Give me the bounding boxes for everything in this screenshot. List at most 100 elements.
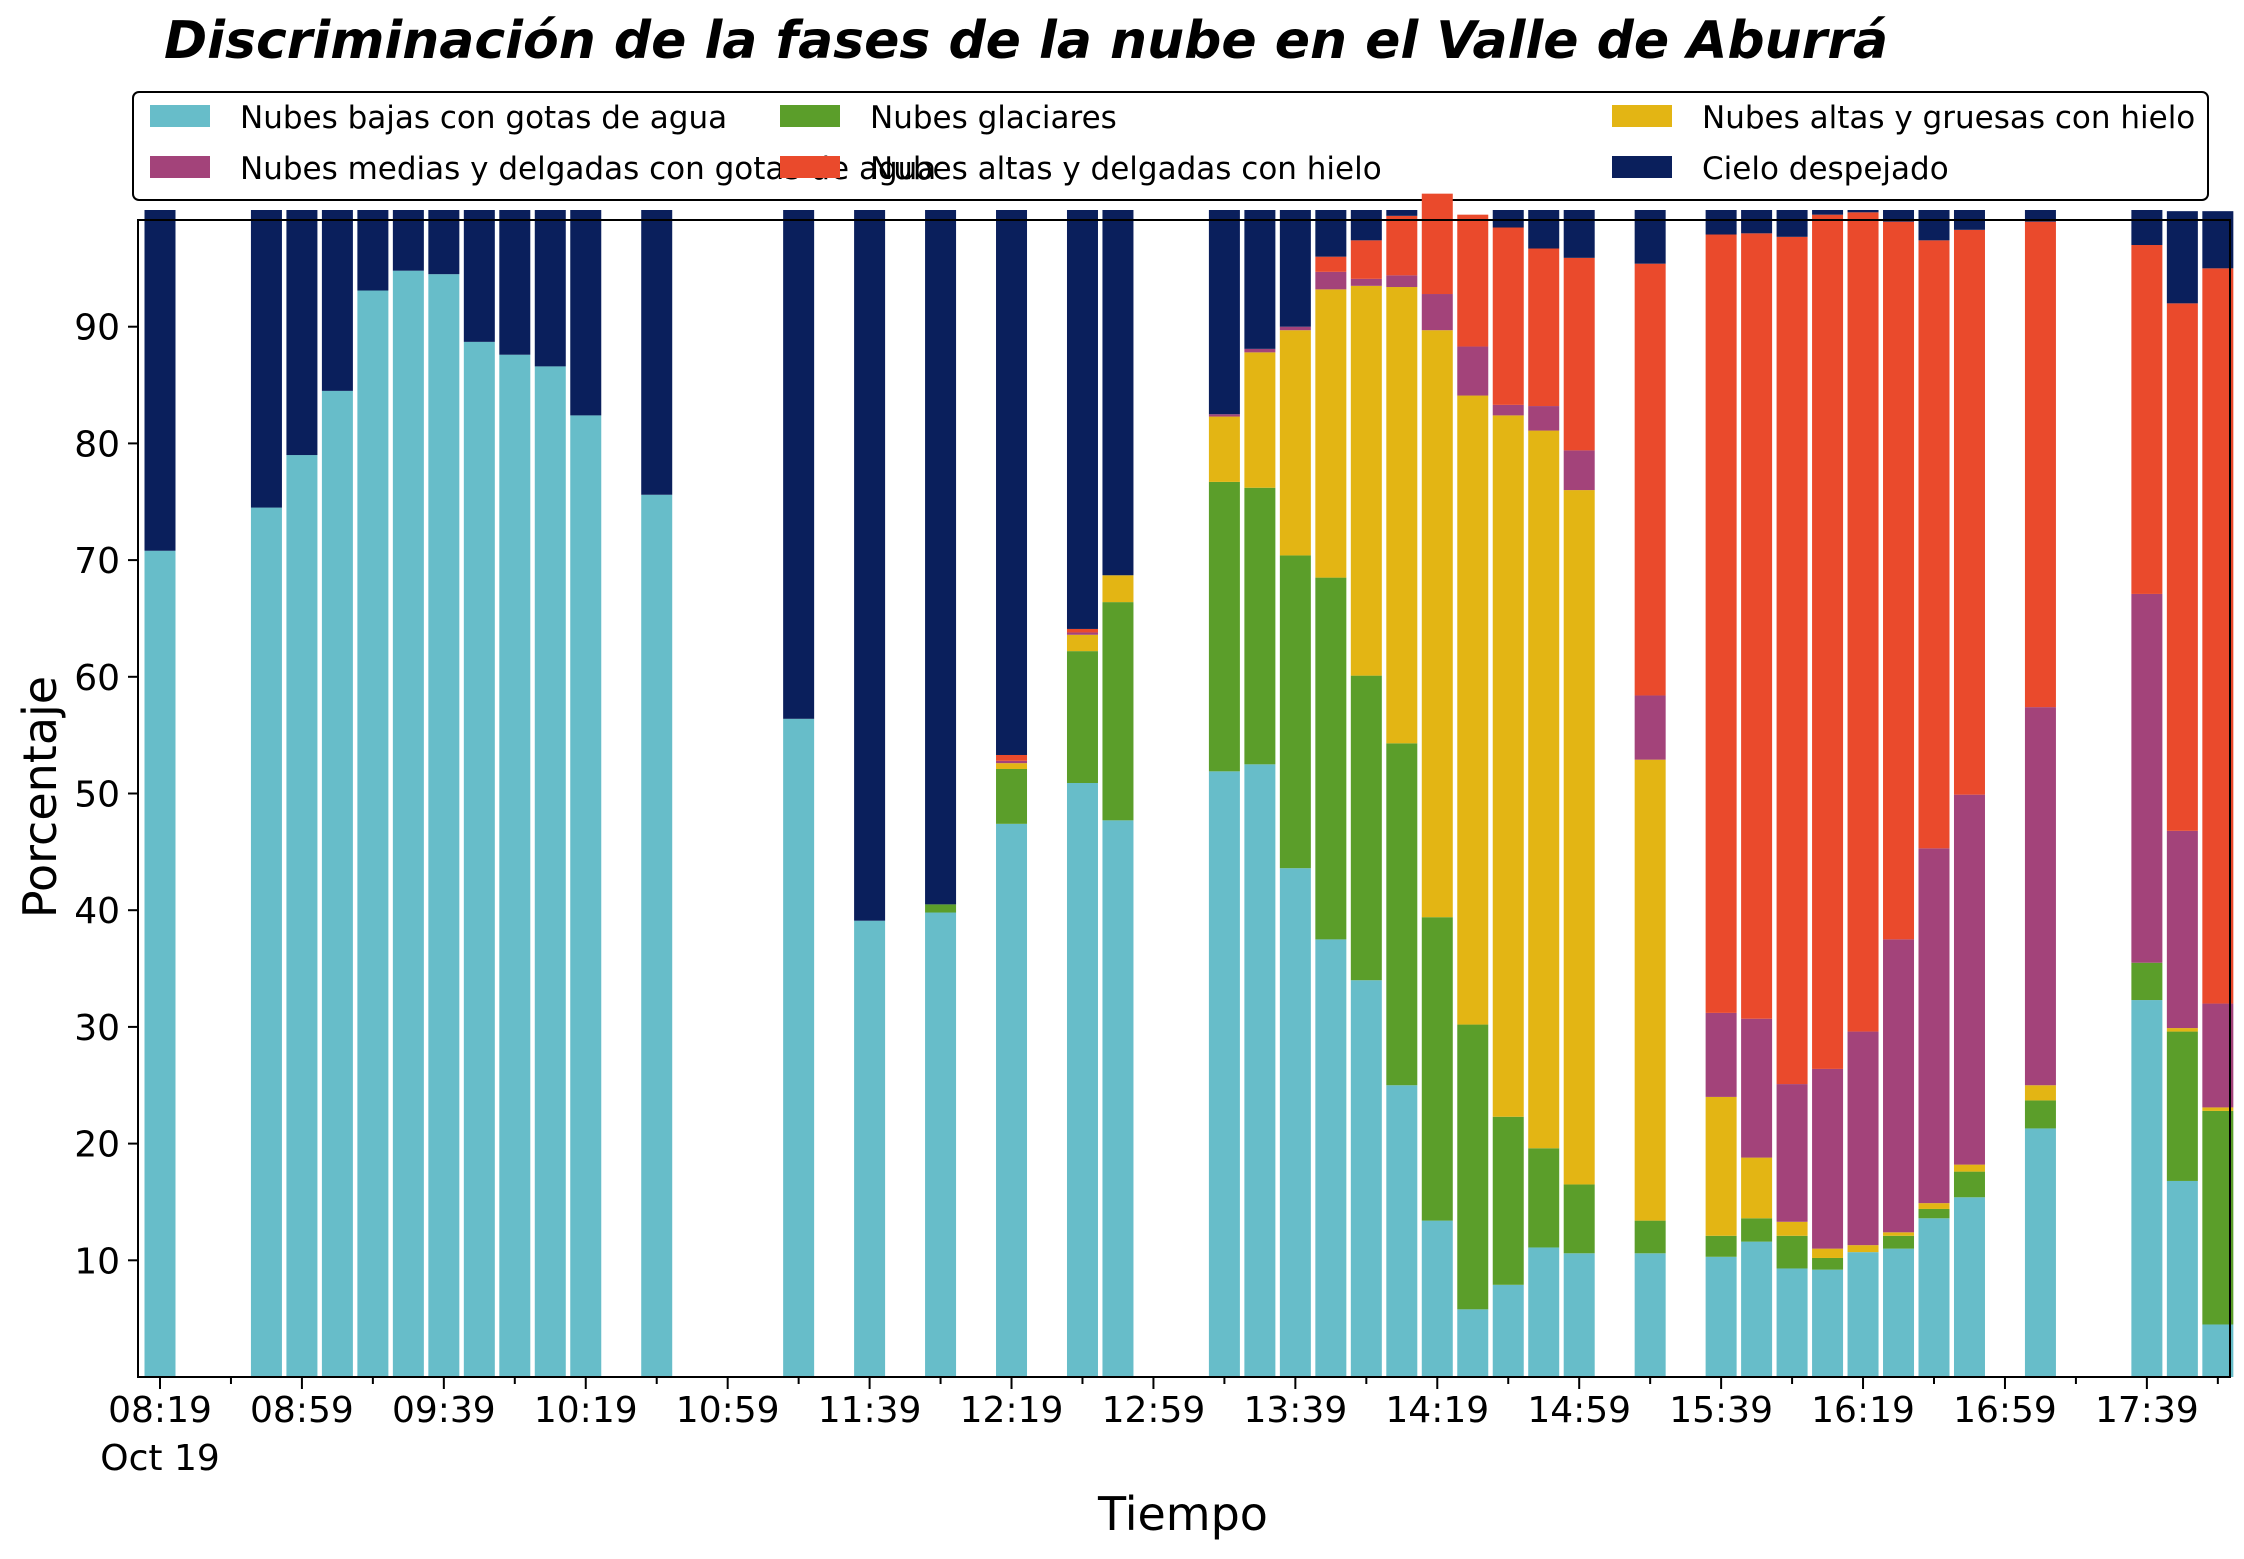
bar-segment: 17:59 · Nubes altas y gruesas con hielo:… xyxy=(2202,1107,2234,1111)
bar-segment: 14:59 · Nubes medias y delgadas con gota… xyxy=(1563,450,1595,491)
bar-segment: 13:49 · Nubes glaciares: 31 xyxy=(1315,577,1347,940)
x-tick-label: 10:19 xyxy=(534,1390,638,1431)
bar-segment: 16:09 · Nubes altas y delgadas con hielo… xyxy=(1812,214,1844,1069)
y-tick-label: 70 xyxy=(74,541,120,582)
bar-segment: 15:49 · Cielo despejado: 2 xyxy=(1741,210,1773,234)
bar-segment: 12:49 · Cielo despejado: 31.3 xyxy=(1102,210,1134,576)
bar-segment: 14:19 · Nubes bajas con gotas de agua: 1… xyxy=(1421,1220,1453,1377)
y-axis: 10 20 30 40 50 60 70 80 90 xyxy=(74,308,138,1282)
x-tick-label: 12:19 xyxy=(960,1390,1064,1431)
bar-segment: 16:29 · Cielo despejado: 1 xyxy=(1883,210,1915,222)
bar-segment: 12:19 · Nubes medias y delgadas con gota… xyxy=(996,760,1028,764)
bar-segment: 11:39 · Nubes bajas con gotas de agua: 3… xyxy=(854,920,886,1377)
bar-segment: 16:49 · Nubes altas y gruesas con hielo:… xyxy=(1953,1164,1985,1172)
y-tick-label: 30 xyxy=(74,1008,120,1049)
x-tick-label: 10:59 xyxy=(676,1390,780,1431)
bar-segment: 17:39 · Nubes bajas con gotas de agua: 3… xyxy=(2131,1000,2163,1377)
bar-segment: 17:09 · Nubes altas y delgadas con hielo… xyxy=(2024,221,2056,708)
x-date-label: Oct 19 xyxy=(100,1438,220,1479)
bar-segment: 17:59 · Nubes medias y delgadas con gota… xyxy=(2202,1003,2234,1108)
bar-segment: 14:39 · Nubes altas y delgadas con hielo… xyxy=(1492,227,1524,405)
bar-segment: 16:29 · Nubes altas y gruesas con hielo:… xyxy=(1883,1232,1915,1236)
legend-swatch xyxy=(1612,105,1672,127)
bar-segment: 14:09 · Cielo despejado: 0.5 xyxy=(1386,210,1418,216)
bar-segment: 16:49 · Nubes altas y delgadas con hielo… xyxy=(1953,229,1985,795)
bar-segment: 15:59 · Nubes medias y delgadas con gota… xyxy=(1776,1084,1808,1222)
bar-segment: 14:29 · Nubes bajas con gotas de agua: 5… xyxy=(1457,1309,1489,1377)
bar-segment: 14:19 · Nubes medias y delgadas con gota… xyxy=(1421,294,1453,331)
bar-segment: 13:59 · Nubes altas y delgadas con hielo… xyxy=(1350,240,1382,279)
bar-segment: 17:39 · Cielo despejado: 3 xyxy=(2131,210,2163,246)
bar-segment: 13:49 · Nubes altas y delgadas con hielo… xyxy=(1315,256,1347,272)
bar-segment: 16:29 · Nubes bajas con gotas de agua: 1… xyxy=(1883,1248,1915,1377)
bar-segment: 14:49 · Nubes medias y delgadas con gota… xyxy=(1528,406,1560,431)
bar-segment: 15:39 · Nubes bajas con gotas de agua: 1… xyxy=(1705,1256,1737,1377)
bar-segment: 17:09 · Nubes medias y delgadas con gota… xyxy=(2024,707,2056,1086)
bar-segment: 15:39 · Nubes glaciares: 1.8 xyxy=(1705,1235,1737,1257)
bar-segment: 15:19 · Nubes bajas con gotas de agua: 1… xyxy=(1634,1253,1666,1377)
bar-segment: 13:59 · Nubes altas y gruesas con hielo:… xyxy=(1350,285,1382,676)
legend-label: Nubes bajas con gotas de agua xyxy=(240,100,727,136)
bar-segment: 09:09 · Cielo despejado: 15.5 xyxy=(321,210,353,391)
bar-segment: 15:59 · Cielo despejado: 2.3 xyxy=(1776,210,1808,237)
bar-segment: 15:49 · Nubes glaciares: 2 xyxy=(1741,1218,1773,1242)
bar-segment: 14:49 · Cielo despejado: 3.3 xyxy=(1528,210,1560,249)
bar-segment: 13:39 · Cielo despejado: 10 xyxy=(1279,210,1311,327)
bar-segment: 14:39 · Nubes glaciares: 14.4 xyxy=(1492,1116,1524,1285)
bar-segment: 14:59 · Nubes altas y gruesas con hielo:… xyxy=(1563,490,1595,1185)
bar-segment: 09:59 · Cielo despejado: 12.4 xyxy=(499,210,531,355)
bar-segment: 15:49 · Nubes bajas con gotas de agua: 1… xyxy=(1741,1241,1773,1377)
bar-segment: 09:59 · Nubes bajas con gotas de agua: 8… xyxy=(499,354,531,1378)
bar-segment: 16:19 · Nubes medias y delgadas con gota… xyxy=(1847,1031,1879,1246)
y-tick-label: 20 xyxy=(74,1125,120,1166)
bar-segment: 12:19 · Cielo despejado: 46.7 xyxy=(996,210,1028,755)
bar-segment: 08:19 · Cielo despejado: 29.2 xyxy=(144,210,176,551)
bar-segment: 17:09 · Nubes glaciares: 2.4 xyxy=(2024,1100,2056,1129)
bar-segment: 14:19 · Nubes glaciares: 26 xyxy=(1421,917,1453,1221)
bar-segment: 09:19 · Cielo despejado: 6.9 xyxy=(357,210,389,291)
legend-swatch xyxy=(150,105,210,127)
bar-segment: 10:39 · Cielo despejado: 24.4 xyxy=(641,210,673,495)
bar-segment: 14:19 · Nubes altas y delgadas con hielo… xyxy=(1421,193,1453,295)
bar-segment: 14:39 · Nubes altas y gruesas con hielo:… xyxy=(1492,415,1524,1117)
bar-segment: 08:49 · Nubes bajas con gotas de agua: 7… xyxy=(250,507,282,1378)
bar-segment: 17:39 · Nubes altas y delgadas con hielo… xyxy=(2131,245,2163,594)
bar-segment: 15:39 · Nubes altas y delgadas con hielo… xyxy=(1705,234,1737,1013)
bar-segment: 14:09 · Nubes bajas con gotas de agua: 2… xyxy=(1386,1085,1418,1377)
x-tick-label: 14:19 xyxy=(1385,1390,1489,1431)
bar-segment: 15:59 · Nubes altas y delgadas con hielo… xyxy=(1776,236,1808,1085)
bar-segment: 13:49 · Cielo despejado: 4 xyxy=(1315,210,1347,257)
bar-segment: 16:39 · Nubes altas y delgadas con hielo… xyxy=(1918,240,1950,849)
bar-segment: 15:19 · Cielo despejado: 4.6 xyxy=(1634,210,1666,264)
bar-segment: 13:39 · Nubes glaciares: 26.8 xyxy=(1279,555,1311,869)
y-axis-label: Porcentaje xyxy=(13,676,67,918)
y-tick-label: 50 xyxy=(74,775,120,816)
bar-segment: 14:19 · Nubes altas y gruesas con hielo:… xyxy=(1421,330,1453,918)
bar-segment: 13:49 · Nubes medias y delgadas con gota… xyxy=(1315,271,1347,290)
legend-swatch xyxy=(1612,156,1672,178)
bar-segment: 12:39 · Cielo despejado: 35.9 xyxy=(1066,210,1098,629)
x-tick-label: 14:59 xyxy=(1527,1390,1631,1431)
bar-segment: 14:29 · Nubes medias y delgadas con gota… xyxy=(1457,346,1489,396)
bar-segment: 15:59 · Nubes glaciares: 2.8 xyxy=(1776,1235,1808,1269)
bar-segment: 16:39 · Nubes glaciares: 0.8 xyxy=(1918,1208,1950,1219)
x-tick-label: 15:39 xyxy=(1669,1390,1773,1431)
bar-segment: 12:19 · Nubes glaciares: 4.7 xyxy=(996,768,1028,824)
bar-segment: 16:39 · Cielo despejado: 2.6 xyxy=(1918,210,1950,241)
bar-segment: 13:49 · Nubes bajas con gotas de agua: 3… xyxy=(1315,939,1347,1378)
bar-segment: 09:29 · Nubes bajas con gotas de agua: 9… xyxy=(392,270,424,1378)
x-tick-label: 17:39 xyxy=(2095,1390,2199,1431)
legend-label: Nubes altas y delgadas con hielo xyxy=(870,151,1382,187)
bar-segment: 17:49 · Cielo despejado: 7.9 xyxy=(2166,211,2198,304)
bar-segment: 15:19 · Nubes altas y gruesas con hielo:… xyxy=(1634,759,1666,1221)
bar-segment: 14:29 · Nubes glaciares: 24.4 xyxy=(1457,1024,1489,1310)
bar-segment: 17:59 · Nubes altas y delgadas con hielo… xyxy=(2202,268,2234,1004)
legend-swatch xyxy=(780,156,840,178)
y-tick-label: 10 xyxy=(74,1241,120,1282)
bar-segment: 14:09 · Nubes glaciares: 29.3 xyxy=(1386,743,1418,1086)
y-tick-label: 90 xyxy=(74,308,120,349)
bar-segment: 10:19 · Cielo despejado: 17.6 xyxy=(570,210,602,416)
bar-segment: 12:19 · Nubes altas y delgadas con hielo… xyxy=(996,754,1028,761)
bar-segment: 14:59 · Nubes glaciares: 5.9 xyxy=(1563,1184,1595,1254)
bar-segment: 10:19 · Nubes bajas con gotas de agua: 8… xyxy=(570,415,602,1377)
